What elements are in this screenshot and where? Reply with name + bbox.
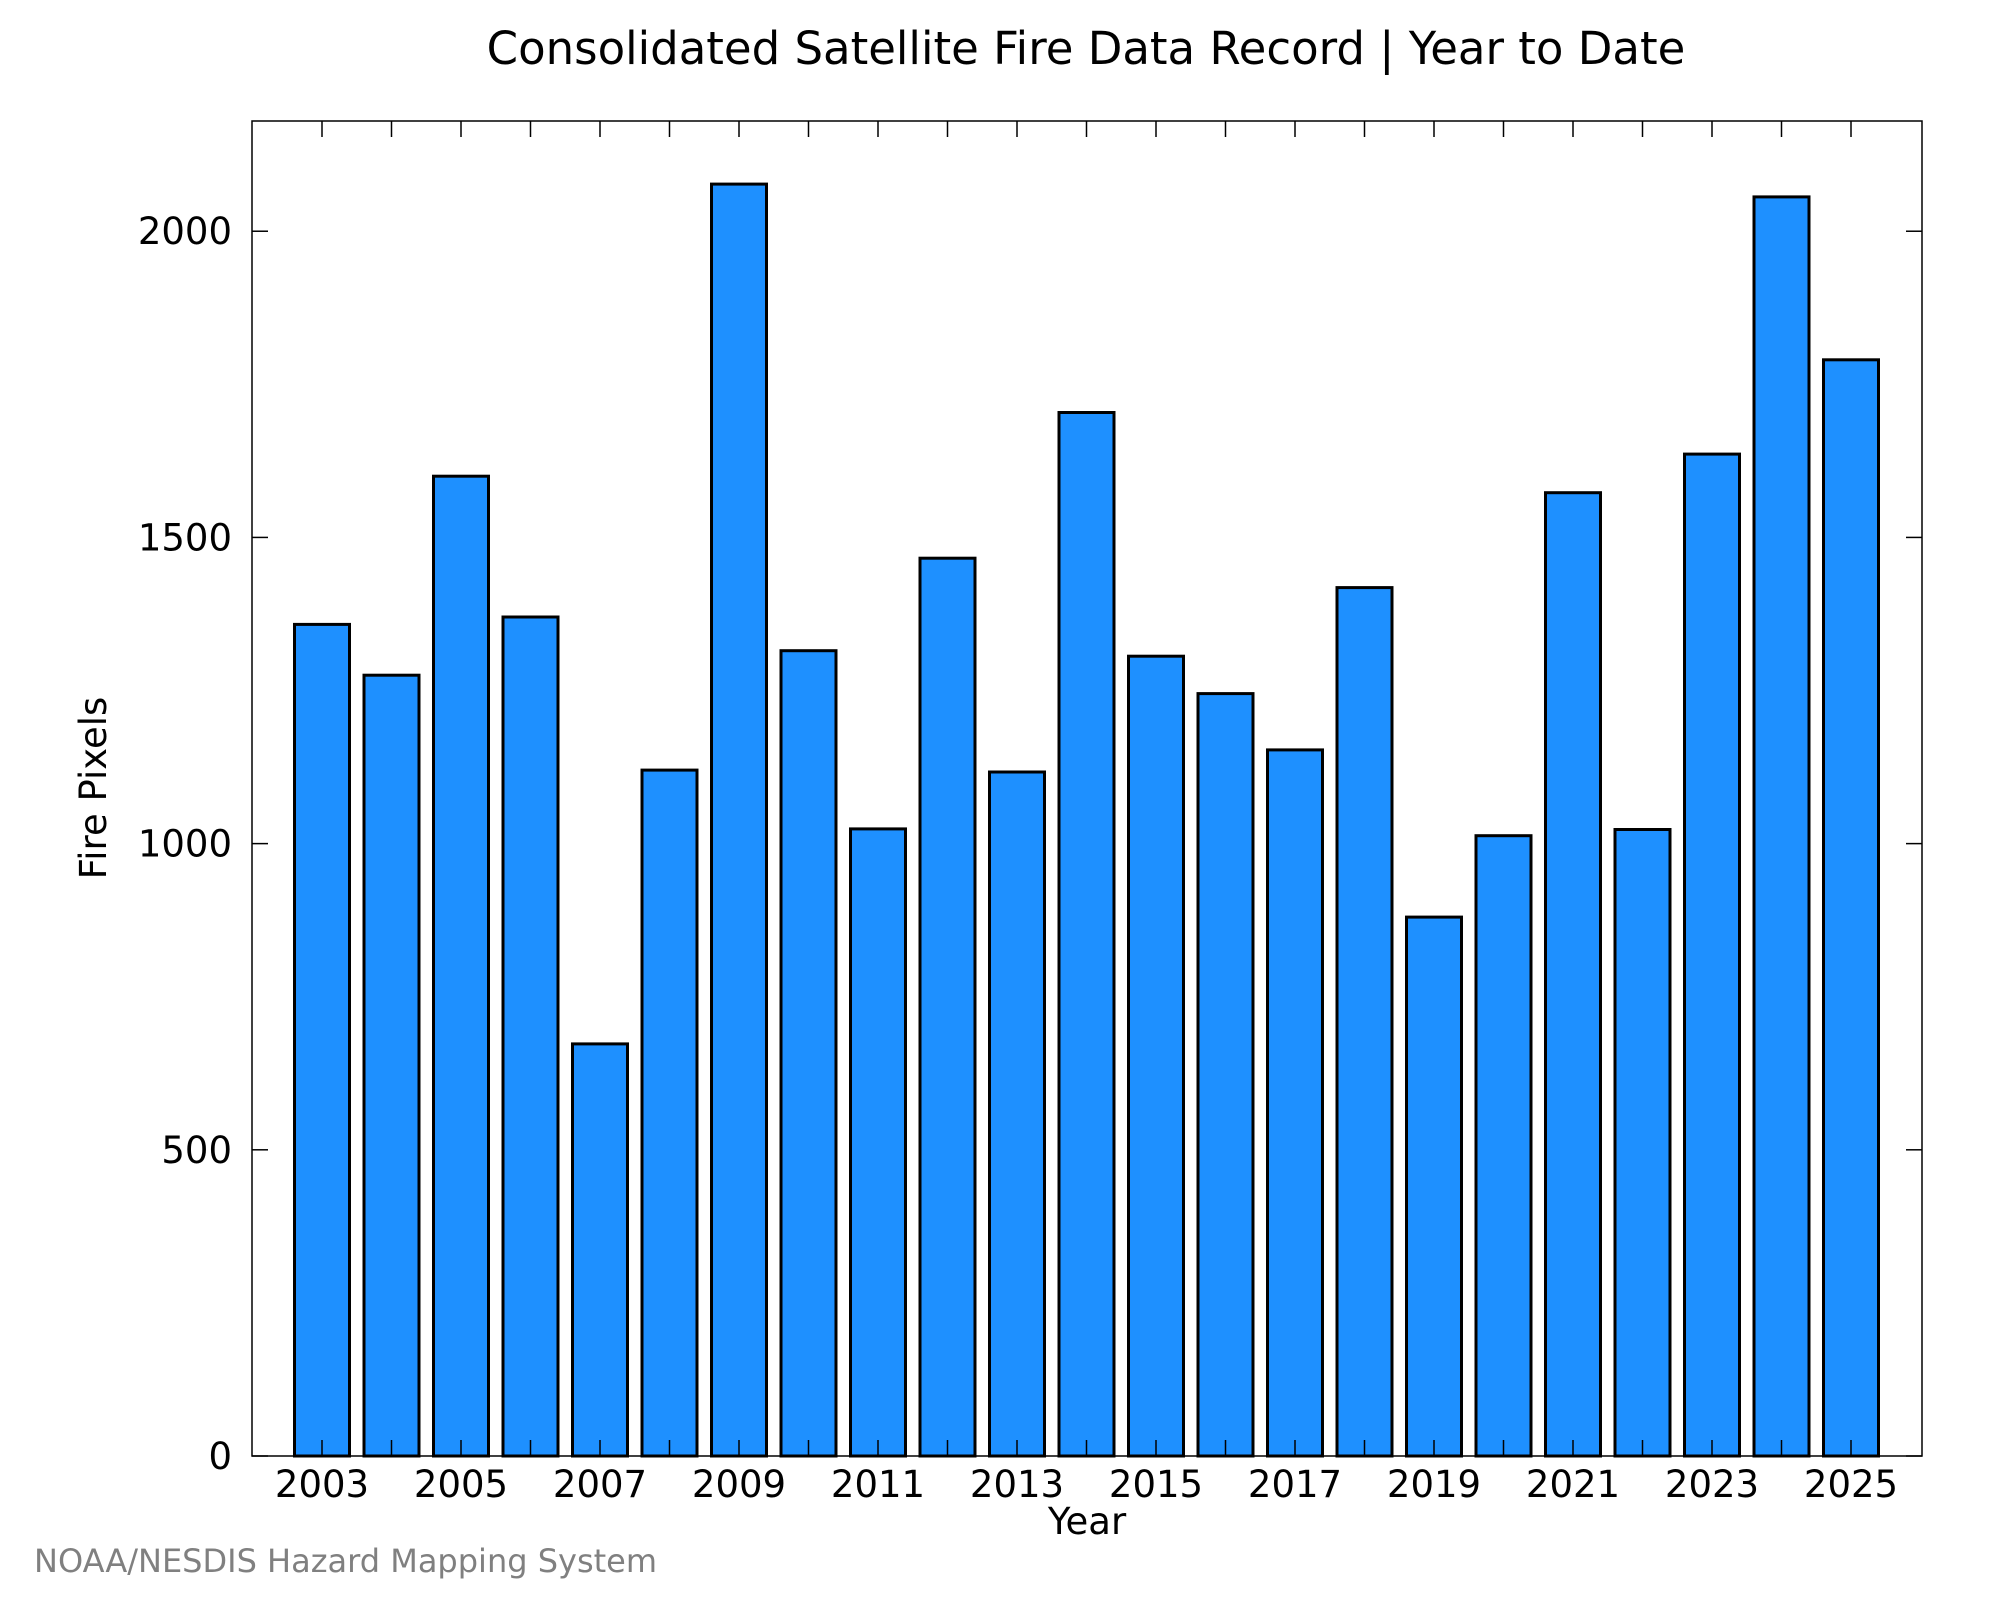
x-tick-label: 2017 <box>1248 1463 1342 1506</box>
x-tick-label: 2015 <box>1109 1463 1203 1506</box>
bar-2019 <box>1405 915 1463 1458</box>
x-tick-label: 2023 <box>1665 1463 1759 1506</box>
x-tick-label: 2011 <box>831 1463 925 1506</box>
bar-2011 <box>849 827 907 1458</box>
bar-2015 <box>1127 654 1185 1458</box>
y-axis-ticks: 0 500 1000 1500 2000 <box>138 210 1922 1478</box>
bar-2010 <box>779 649 838 1458</box>
x-tick-label: 2019 <box>1387 1463 1481 1506</box>
bar-2005 <box>432 474 490 1458</box>
y-tick-label: 2000 <box>138 210 232 253</box>
y-tick-label: 0 <box>208 1435 232 1478</box>
x-axis-ticks: 2003 2005 2007 2009 2011 2013 2015 2017 2019 2021… <box>275 121 1898 1506</box>
x-axis-label: Year <box>1047 1500 1127 1543</box>
bar-2024 <box>1752 195 1811 1458</box>
bar-2003 <box>293 622 351 1458</box>
bar-2006 <box>501 615 560 1458</box>
bar-2018 <box>1335 586 1394 1458</box>
x-tick-label: 2013 <box>970 1463 1064 1506</box>
bars-group <box>293 182 1880 1458</box>
bar-2025 <box>1822 358 1880 1458</box>
plot-frame <box>251 120 1923 1457</box>
x-tick-label: 2025 <box>1804 1463 1898 1506</box>
x-tick-label: 2007 <box>553 1463 647 1506</box>
x-tick-label: 2021 <box>1526 1463 1620 1506</box>
x-tick-label: 2009 <box>692 1463 786 1506</box>
bar-2007 <box>571 1042 629 1458</box>
bar-2016 <box>1196 692 1255 1458</box>
bar-2022 <box>1613 828 1672 1458</box>
bar-2009 <box>710 182 768 1458</box>
y-tick-label: 1500 <box>138 516 232 559</box>
bar-2020 <box>1474 834 1533 1458</box>
x-tick-label: 2003 <box>275 1463 369 1506</box>
bar-2012 <box>918 556 977 1458</box>
y-tick-label: 1000 <box>138 823 232 866</box>
bar-2021 <box>1544 491 1602 1458</box>
bar-2008 <box>640 768 699 1458</box>
bar-2004 <box>362 673 421 1458</box>
bar-2023 <box>1683 452 1741 1458</box>
y-tick-label: 500 <box>161 1129 232 1172</box>
y-axis-label: Fire Pixels <box>72 697 115 880</box>
x-tick-label: 2005 <box>414 1463 508 1506</box>
chart-title: Consolidated Satellite Fire Data Record … <box>487 22 1686 75</box>
bar-2013 <box>988 770 1046 1458</box>
credit-text: NOAA/NESDIS Hazard Mapping System <box>34 1542 657 1580</box>
bar-2017 <box>1266 748 1324 1458</box>
bar-2014 <box>1057 411 1116 1458</box>
